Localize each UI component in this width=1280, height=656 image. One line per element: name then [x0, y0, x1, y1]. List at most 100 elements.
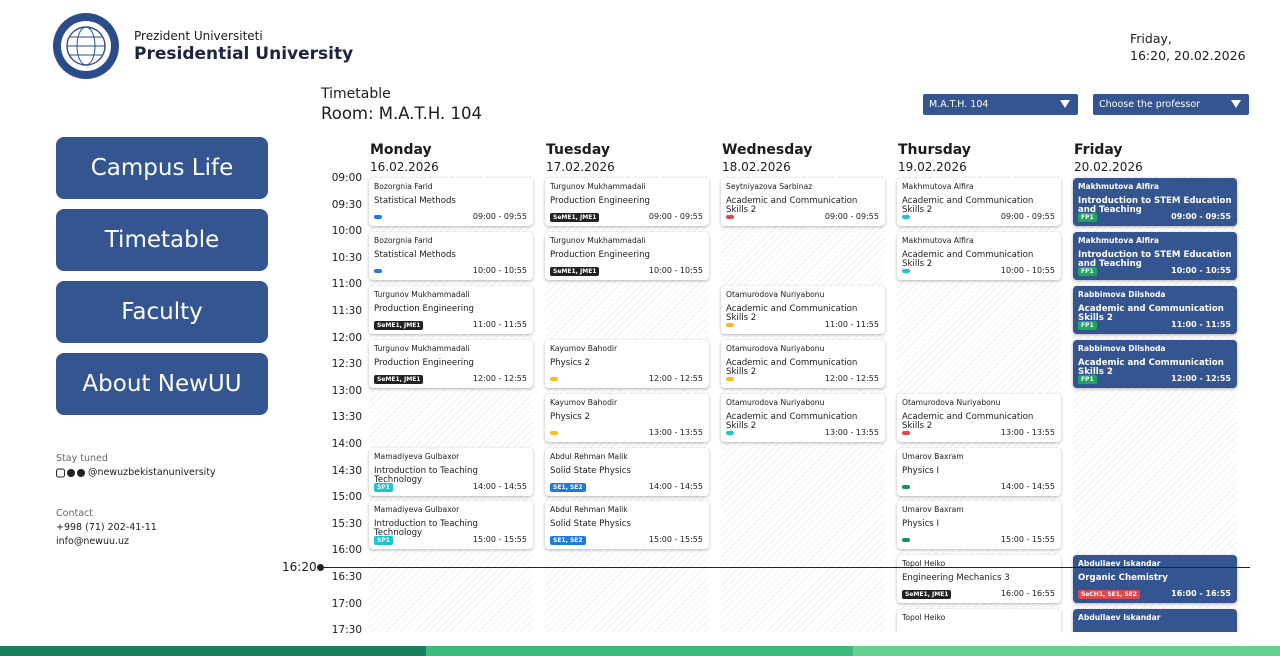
class-card[interactable]: Umarov Baxram Physics I 15:00 - 15:55: [897, 501, 1061, 550]
class-time: 12:00 - 12:55: [472, 373, 527, 383]
class-card[interactable]: Makhmutova Alfira Introduction to STEM Ed…: [1073, 231, 1237, 280]
class-card[interactable]: Otamurodova Nuriyabonu Academic and Commu…: [721, 339, 885, 388]
contact-label: Contact: [56, 508, 93, 519]
class-time: 13:00 - 13:55: [824, 427, 879, 437]
teacher: Kayumov Bahodir: [550, 397, 618, 407]
day-date: 19.02.2026: [898, 160, 967, 174]
class-card[interactable]: Makhmutova Alfira Academic and Communicat…: [897, 231, 1061, 280]
subtitle: Prezident Universiteti: [134, 29, 263, 43]
time-label: 15:00: [331, 491, 362, 504]
class-card[interactable]: Bozorgnia Farid Statistical Methods 10:00 …: [369, 231, 533, 280]
now-time: 16:20: [282, 560, 317, 574]
nav-button[interactable]: About NewUU: [56, 353, 268, 415]
class-card[interactable]: Otamurodova Nuriyabonu Academic and Commu…: [897, 393, 1061, 442]
class-card[interactable]: Rabbimova Dilshoda Academic and Communica…: [1073, 339, 1237, 388]
course: Solid State Physics: [550, 465, 631, 476]
room: Room: M.A.T.H. 104: [321, 104, 482, 123]
day: Friday,: [1130, 31, 1172, 46]
class-time: 12:00 - 12:55: [824, 373, 879, 383]
social-handle[interactable]: @newuzbekistanuniversity: [88, 467, 216, 478]
teacher: Bozorgnia Farid: [374, 235, 433, 245]
time-label: 11:30: [331, 305, 362, 317]
time-label: 10:30: [331, 251, 362, 264]
class-card[interactable]: Mamadiyeva Gulbaxor Introduction to Teach…: [369, 501, 533, 550]
nav-button[interactable]: Faculty: [56, 281, 268, 343]
group-tag: FP1: [1078, 213, 1097, 222]
class-card[interactable]: Rabbimova Dilshoda Academic and Communica…: [1073, 285, 1237, 334]
teacher: Topol Heiko: [902, 559, 946, 569]
teacher: Abdul Rehman Malik: [550, 451, 628, 461]
class-time: 11:00 - 11:55: [824, 319, 879, 329]
day-date: 20.02.2026: [1074, 160, 1143, 174]
class-time: 14:00 - 14:55: [472, 481, 527, 491]
course: Production Engineering: [550, 249, 651, 260]
class-card[interactable]: Abdul Rehman Malik Solid State Physics 15:…: [545, 501, 709, 550]
day-name: Friday: [1074, 142, 1123, 158]
group-tag: FP1: [1078, 320, 1097, 330]
course: Introduction to Teaching Technology: [374, 519, 478, 539]
class-card[interactable]: Otamurodova Nuriyabonu Academic and Commu…: [721, 393, 885, 442]
class-time: 12:00 - 12:55: [1171, 373, 1231, 383]
time-label: 17:00: [331, 597, 362, 610]
teacher: Turgunov Mukhammadali: [550, 235, 646, 245]
class-card[interactable]: Seytniyazova Sarbinaz Academic and Commun…: [721, 178, 885, 226]
social-icons[interactable]: [56, 468, 86, 478]
course: Introduction to STEM Education and Teach…: [1078, 196, 1232, 215]
teacher: Rabbimova Dilshoda: [1078, 289, 1166, 299]
time-label: 16:30: [331, 571, 362, 583]
class-card[interactable]: Kayumov Bahodir Physics 2 12:00 - 12:55: [545, 339, 709, 388]
day-name: Wednesday: [722, 142, 813, 158]
course: Statistical Methods: [374, 196, 456, 206]
group-tag: SE1, SE2: [550, 536, 586, 546]
room-select[interactable]: M.A.T.H. 104: [923, 94, 1078, 115]
time-label: 12:30: [331, 358, 362, 371]
class-card[interactable]: Abdul Rehman Malik Solid State Physics 14:…: [545, 447, 709, 496]
course: Organic Chemistry: [1078, 573, 1168, 584]
class-card[interactable]: Mamadiyeva Gulbaxor Introduction to Teach…: [369, 447, 533, 496]
day-name: Thursday: [898, 142, 971, 158]
teacher: Bozorgnia Farid: [374, 182, 433, 191]
time-label: 14:00: [331, 438, 362, 450]
course: Academic and Communication Skills 2: [902, 411, 1034, 431]
class-card[interactable]: Turgunov Mukhammadali Production Engineer…: [545, 178, 709, 226]
teacher: Kayumov Bahodir: [550, 343, 618, 353]
nav-button[interactable]: Campus Life: [56, 137, 268, 199]
class-card[interactable]: Topol Heiko Engineering Mechanics 3 16:00 …: [897, 555, 1061, 604]
class-card[interactable]: Otamurodova Nuriyabonu Academic and Commu…: [721, 285, 885, 334]
class-time: 09:00 - 09:55: [824, 212, 879, 221]
class-card[interactable]: Abdullaev Iskandar: [1073, 609, 1237, 632]
class-card[interactable]: Turgunov Mukhammadali Production Engineer…: [545, 231, 709, 280]
class-card[interactable]: Makhmutova Alfira Introduction to STEM Ed…: [1073, 178, 1237, 226]
teacher: Abdul Rehman Malik: [550, 505, 628, 515]
email[interactable]: info@newuu.uz: [56, 536, 130, 547]
teacher: Turgunov Mukhammadali: [374, 289, 470, 299]
datetime: Friday, 16:20, 20.02.2026: [1130, 30, 1246, 64]
course: Academic and Communication Skills 2: [902, 196, 1034, 215]
day-column: Makhmutova Alfira Introduction to STEM Ed…: [1073, 176, 1237, 632]
professor-select[interactable]: Choose the professor: [1093, 94, 1249, 115]
time-label: 10:00: [331, 225, 362, 238]
day-date: 16.02.2026: [370, 160, 439, 174]
time-label: 09:00: [331, 172, 362, 184]
course: Physics 2: [550, 357, 590, 368]
class-card[interactable]: Turgunov Mukhammadali Production Engineer…: [369, 339, 533, 388]
social: @newuzbekistanuniversity: [56, 467, 216, 478]
logo: [53, 13, 119, 79]
timetable-grid: Bozorgnia Farid Statistical Methods 09:00 …: [0, 176, 1280, 632]
class-card[interactable]: Topol Heiko: [897, 609, 1061, 632]
class-card[interactable]: Bozorgnia Farid Statistical Methods 09:00 …: [369, 178, 533, 226]
group-tag: SeME1, JME1: [374, 374, 424, 384]
class-card[interactable]: Makhmutova Alfira Academic and Communicat…: [897, 178, 1061, 226]
group-dot: [550, 376, 558, 381]
class-card[interactable]: Kayumov Bahodir Physics 2 13:00 - 13:55: [545, 393, 709, 442]
nav-button[interactable]: Timetable: [56, 209, 268, 271]
time-label: 15:30: [331, 517, 362, 530]
teacher: Otamurodova Nuriyabonu: [902, 397, 1001, 407]
class-card[interactable]: Turgunov Mukhammadali Production Engineer…: [369, 285, 533, 334]
day-column: Seytniyazova Sarbinaz Academic and Commun…: [721, 176, 885, 632]
class-card[interactable]: Abdullaev Iskandar Organic Chemistry 16:00…: [1073, 555, 1237, 604]
class-card[interactable]: Umarov Baxram Physics I 14:00 - 14:55: [897, 447, 1061, 496]
course: Production Engineering: [374, 357, 475, 368]
group-tag: SeME1, JME1: [550, 213, 600, 222]
class-time: 10:00 - 10:55: [648, 265, 703, 275]
